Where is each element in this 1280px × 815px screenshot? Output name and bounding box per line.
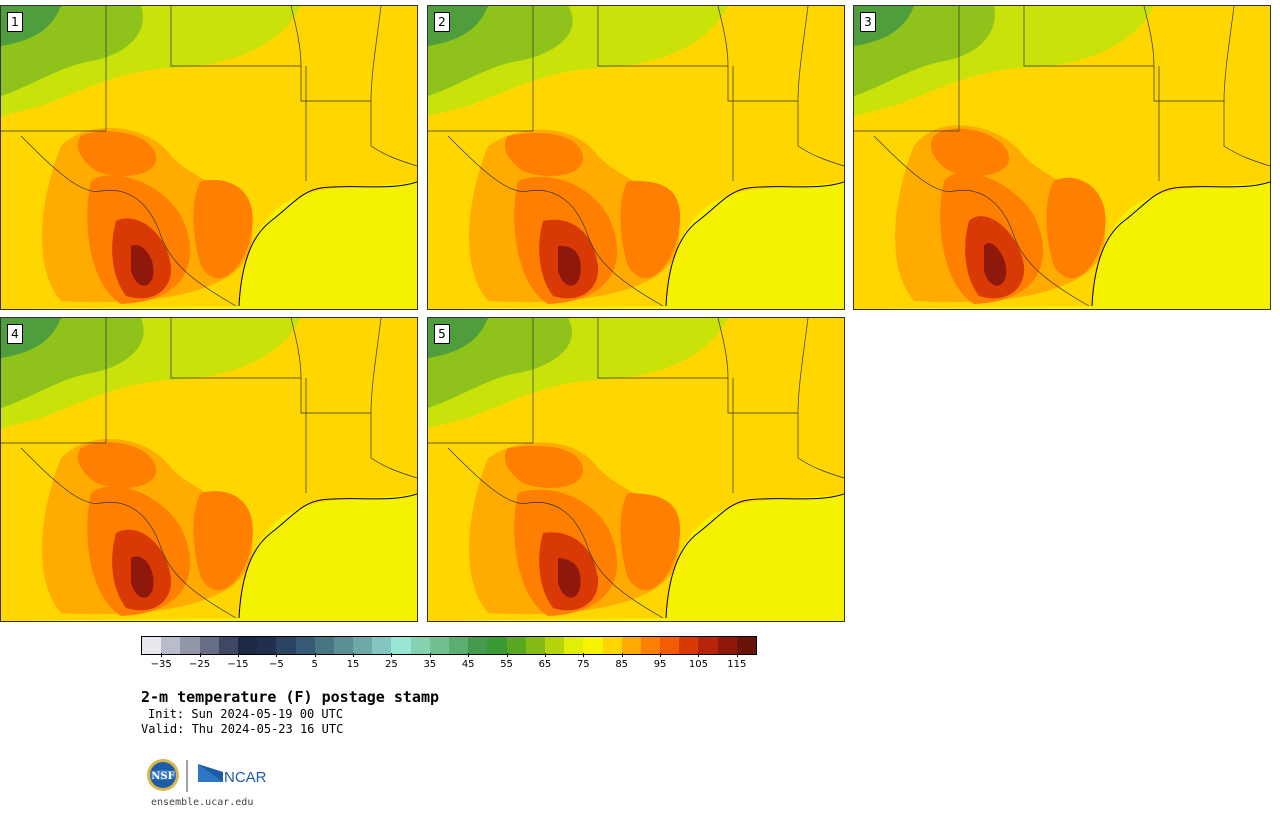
colorbar-swatch: [276, 637, 296, 654]
colorbar-tick: [314, 653, 316, 657]
colorbar-swatch: [449, 637, 469, 654]
colorbar-tick-label: 55: [500, 659, 513, 670]
colorbar-tick-label: −15: [227, 659, 249, 670]
website-url: ensemble.ucar.edu: [151, 797, 254, 808]
colorbar-swatch: [429, 637, 449, 654]
init-time: Init: Sun 2024-05-19 00 UTC: [148, 707, 344, 721]
colorbar-swatch: [180, 637, 200, 654]
colorbar-tick-label: −25: [189, 659, 211, 670]
colorbar-tick-label: 5: [311, 659, 318, 670]
temperature-map: [428, 6, 844, 309]
colorbar-swatch: [736, 637, 756, 654]
colorbar-swatch: [218, 637, 238, 654]
colorbar-swatch: [142, 637, 162, 654]
valid-time: Valid: Thu 2024-05-23 16 UTC: [141, 722, 344, 736]
colorbar-swatch: [602, 637, 622, 654]
colorbar-tick: [468, 653, 470, 657]
colorbar-swatch: [391, 637, 411, 654]
colorbar-swatch: [257, 637, 277, 654]
colorbar-tick: [161, 653, 163, 657]
colorbar-tick-label: 45: [461, 659, 475, 670]
temperature-colorbar: [141, 636, 757, 655]
panel-label: 4: [7, 324, 23, 344]
panel-label: 2: [434, 12, 450, 32]
colorbar-tick: [199, 653, 201, 657]
map-panel-3: 3: [853, 5, 1271, 310]
colorbar-tick: [698, 653, 700, 657]
map-panel-1: 1: [0, 5, 418, 310]
nsf-logo-icon: NSF: [147, 759, 179, 791]
colorbar-tick-label: 85: [615, 659, 629, 670]
colorbar-tick-label: 105: [688, 659, 708, 670]
panel-label: 1: [7, 12, 23, 32]
colorbar-tick-label: 115: [727, 659, 747, 670]
colorbar-tick: [506, 653, 508, 657]
colorbar-ticks: −35 −25 −15 −5 5 15 25 35 45 55 65 75 85 95 105 115: [141, 653, 757, 673]
colorbar-swatch: [583, 637, 603, 654]
nsf-logo-text: NSF: [151, 771, 174, 782]
colorbar-tick: [391, 653, 393, 657]
colorbar-swatch: [487, 637, 507, 654]
colorbar-tick-label: 95: [653, 659, 667, 670]
temperature-map: [1, 6, 417, 309]
colorbar-swatch: [525, 637, 545, 654]
colorbar-swatch: [410, 637, 430, 654]
map-panel-5: 5: [427, 317, 845, 622]
colorbar-swatch: [353, 637, 373, 654]
colorbar-swatch: [237, 637, 258, 654]
plot-title: 2-m temperature (F) postage stamp: [141, 688, 440, 706]
colorbar-tick: [660, 653, 662, 657]
temperature-map: [1, 318, 417, 621]
panel-label: 5: [434, 324, 450, 344]
colorbar-tick-label: −35: [150, 659, 172, 670]
colorbar-tick: [736, 653, 738, 657]
colorbar-tick-label: 35: [423, 659, 437, 670]
colorbar-tick-label: 25: [385, 659, 398, 670]
colorbar-swatch: [199, 637, 219, 654]
colorbar-tick: [429, 653, 431, 657]
colorbar-swatch: [544, 637, 565, 654]
colorbar-swatch: [698, 637, 718, 654]
colorbar-tick: [544, 653, 546, 657]
colorbar-swatch: [564, 637, 584, 654]
ncar-logo-icon: NCAR: [198, 764, 267, 786]
temperature-map: [428, 318, 844, 621]
colorbar-swatch: [314, 637, 334, 654]
colorbar-tick: [276, 653, 278, 657]
map-panel-2: 2: [427, 5, 845, 310]
colorbar-swatch: [161, 637, 181, 654]
colorbar-tick-label: −5: [268, 659, 284, 670]
colorbar-swatch: [717, 637, 737, 654]
map-panel-4: 4: [0, 317, 418, 622]
colorbar-swatch: [679, 637, 699, 654]
colorbar-swatch: [372, 637, 392, 654]
colorbar-swatch: [621, 637, 641, 654]
temperature-map: [854, 6, 1270, 309]
colorbar-swatch: [295, 637, 315, 654]
colorbar-swatch: [660, 637, 680, 654]
colorbar-swatch: [506, 637, 526, 654]
colorbar-swatch: [333, 637, 354, 654]
colorbar-tick: [621, 653, 623, 657]
colorbar-tick: [583, 653, 585, 657]
ncar-logo-text: NCAR: [224, 769, 267, 786]
colorbar-tick: [237, 653, 239, 657]
panel-label: 3: [860, 12, 876, 32]
colorbar-swatch: [640, 637, 661, 654]
colorbar-tick-label: 75: [576, 659, 590, 670]
colorbar-swatch: [468, 637, 488, 654]
colorbar-tick-label: 15: [346, 659, 360, 670]
colorbar-tick-label: 65: [538, 659, 552, 670]
colorbar-tick: [353, 653, 355, 657]
nsf-ncar-logos: NSF NCAR: [147, 759, 267, 792]
